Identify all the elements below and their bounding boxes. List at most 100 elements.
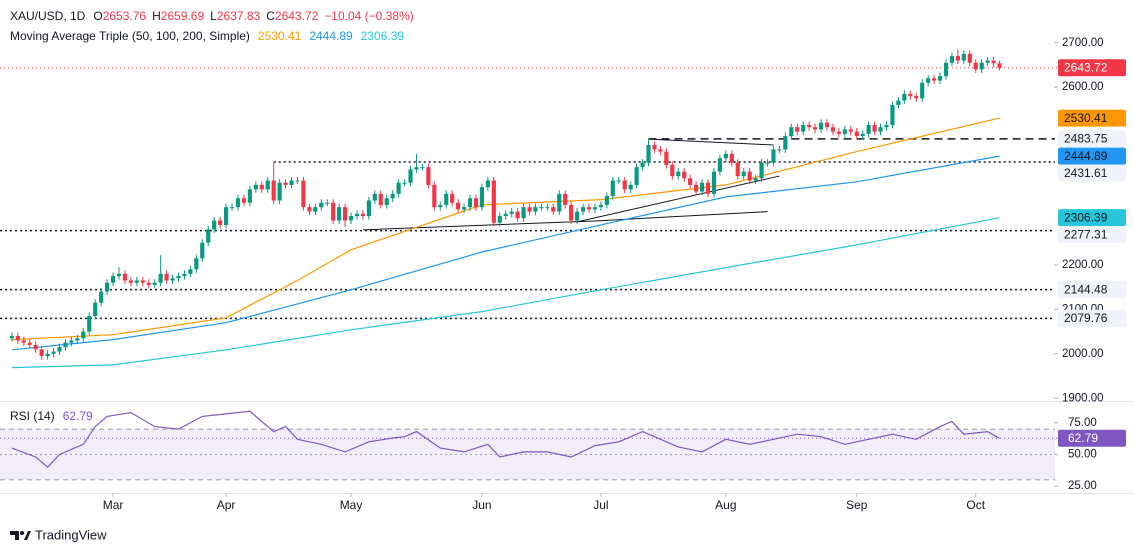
candle-body <box>813 127 818 130</box>
ma-value: 2444.89 <box>309 29 353 43</box>
change: −10.04 (−0.38%) <box>324 9 413 23</box>
candle-body <box>842 129 847 134</box>
ohlc-key: O <box>93 9 102 23</box>
ma-value: 2306.39 <box>361 29 405 43</box>
candle-body <box>432 184 437 208</box>
candle-body <box>402 182 407 184</box>
candle-body <box>467 198 473 208</box>
candle-body <box>533 207 538 212</box>
price-badge <box>1058 281 1126 299</box>
candle-body <box>479 187 485 208</box>
price-badge-label: 2431.61 <box>1064 166 1108 180</box>
candle-body <box>920 82 925 99</box>
price-badge <box>1058 226 1126 244</box>
rsi-legend: RSI (14) 62.79 <box>10 409 93 423</box>
rsi-value: 62.79 <box>63 409 93 423</box>
candle-body <box>747 171 752 181</box>
rsi-tick-label: 75.00 <box>1068 417 1097 429</box>
candle-body <box>152 282 157 285</box>
candle-body <box>985 60 990 63</box>
rsi-tick-label: 25.00 <box>1068 480 1097 492</box>
rsi-tick-label: 50.00 <box>1068 449 1097 461</box>
candle-body <box>420 167 425 169</box>
candle-body <box>325 202 330 204</box>
x-tick-label: Apr <box>217 498 236 512</box>
rsi-badge <box>1058 429 1126 447</box>
price-badge-label: 2144.48 <box>1064 282 1108 296</box>
ohlc-value: 2653.76 <box>103 9 147 23</box>
y-tick-label: 1900.00 <box>1062 392 1104 404</box>
candle-body <box>604 196 609 205</box>
candle-body <box>134 280 139 283</box>
trend-line <box>362 220 595 231</box>
candle-body <box>229 207 235 209</box>
candle-body <box>830 127 836 132</box>
candle-body <box>461 207 467 210</box>
candle-body <box>521 207 526 219</box>
candle-body <box>33 344 38 350</box>
candle-body <box>539 207 544 209</box>
candle-body <box>408 169 413 183</box>
candle-body <box>9 336 14 339</box>
candle-body <box>961 53 966 61</box>
candle-body <box>676 171 681 177</box>
candle-body <box>116 273 122 277</box>
candle-body <box>854 131 859 137</box>
candle-body <box>569 204 574 221</box>
candle-body <box>741 171 746 177</box>
symbol: XAU/USD, 1D <box>10 9 86 23</box>
candle-body <box>515 211 520 219</box>
candle-body <box>688 178 693 185</box>
candle-body <box>473 198 479 208</box>
candle-body <box>158 273 163 283</box>
candle-body <box>592 207 598 210</box>
candle-body <box>545 207 550 209</box>
rsi-badge-label: 62.79 <box>1068 431 1098 445</box>
y-tick-label: 2600.00 <box>1062 81 1104 93</box>
candle-body <box>943 62 949 77</box>
price-badge <box>1058 59 1126 77</box>
price-badge-label: 2277.31 <box>1064 227 1108 241</box>
candle-body <box>563 193 568 205</box>
candle-body <box>295 180 300 182</box>
candle-body <box>646 144 651 163</box>
price-badge <box>1058 309 1126 327</box>
candle-body <box>122 273 128 281</box>
price-badge-label: 2444.89 <box>1064 149 1108 163</box>
candle-body <box>93 302 98 317</box>
symbol-legend: XAU/USD, 1D O2653.76 H2659.69 L2637.83 C2643… <box>10 9 414 23</box>
candle-body <box>705 182 711 194</box>
candle-body <box>801 124 806 132</box>
candle-body <box>753 178 758 181</box>
candle-body <box>711 171 717 194</box>
x-tick-label: Mar <box>103 498 124 512</box>
ma-value: 2530.41 <box>258 29 302 43</box>
ohlc-value: 2637.83 <box>217 9 261 23</box>
candle-body <box>485 180 490 188</box>
price-badge-label: 2306.39 <box>1064 210 1108 224</box>
y-tick-label: 2200.00 <box>1062 259 1104 271</box>
candle-body <box>438 204 443 208</box>
candle-body <box>699 182 705 192</box>
candle-body <box>628 184 633 190</box>
candle-body <box>378 193 383 205</box>
ohlc-value: 2659.69 <box>161 9 205 23</box>
candle-body <box>105 282 110 292</box>
price-badge-label: 2483.75 <box>1064 132 1108 146</box>
candle-body <box>372 193 377 201</box>
candle-body <box>491 180 496 223</box>
candle-body <box>949 56 955 63</box>
price-badge <box>1058 164 1126 182</box>
candle-body <box>652 144 657 150</box>
candle-body <box>890 104 895 125</box>
ohlc-key: L <box>210 9 217 23</box>
candle-body <box>45 353 50 357</box>
y-tick-label: 2700.00 <box>1062 37 1104 49</box>
price-badge-label: 2079.76 <box>1064 311 1108 325</box>
candle-body <box>860 133 865 137</box>
candle-body <box>75 338 80 341</box>
price-badge-label: 2643.72 <box>1064 60 1108 74</box>
candle-body <box>241 198 247 203</box>
candle-body <box>932 78 937 81</box>
